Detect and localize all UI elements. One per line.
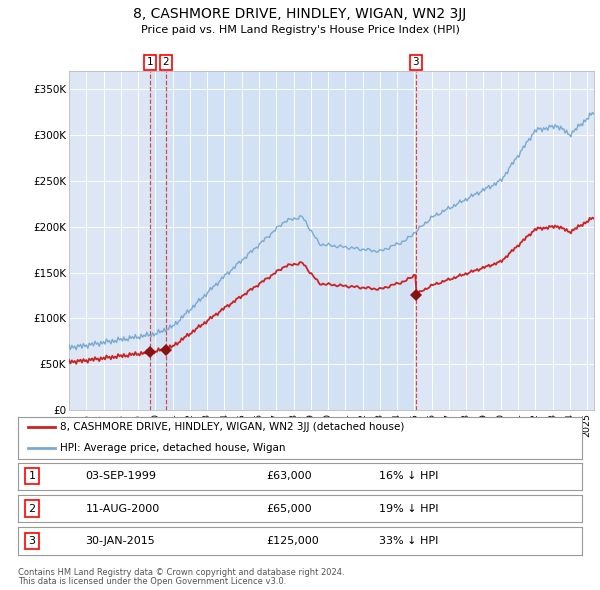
Text: 8, CASHMORE DRIVE, HINDLEY, WIGAN, WN2 3JJ: 8, CASHMORE DRIVE, HINDLEY, WIGAN, WN2 3…	[133, 7, 467, 21]
Text: 30-JAN-2015: 30-JAN-2015	[86, 536, 155, 546]
Text: Contains HM Land Registry data © Crown copyright and database right 2024.: Contains HM Land Registry data © Crown c…	[18, 568, 344, 576]
Text: 16% ↓ HPI: 16% ↓ HPI	[379, 471, 439, 481]
Text: 1: 1	[29, 471, 35, 481]
Text: £125,000: £125,000	[266, 536, 319, 546]
Text: 8, CASHMORE DRIVE, HINDLEY, WIGAN, WN2 3JJ (detached house): 8, CASHMORE DRIVE, HINDLEY, WIGAN, WN2 3…	[60, 422, 404, 432]
Text: 19% ↓ HPI: 19% ↓ HPI	[379, 504, 439, 513]
Text: 2: 2	[163, 57, 169, 67]
Text: 1: 1	[146, 57, 153, 67]
Bar	[149, 71, 416, 410]
Text: 2: 2	[29, 504, 35, 513]
Text: £65,000: £65,000	[266, 504, 312, 513]
Text: 03-SEP-1999: 03-SEP-1999	[86, 471, 157, 481]
Text: This data is licensed under the Open Government Licence v3.0.: This data is licensed under the Open Gov…	[18, 577, 286, 586]
Text: 33% ↓ HPI: 33% ↓ HPI	[379, 536, 439, 546]
Text: HPI: Average price, detached house, Wigan: HPI: Average price, detached house, Wiga…	[60, 444, 286, 453]
Text: 3: 3	[412, 57, 419, 67]
Text: £63,000: £63,000	[266, 471, 312, 481]
Text: 11-AUG-2000: 11-AUG-2000	[86, 504, 160, 513]
Text: Price paid vs. HM Land Registry's House Price Index (HPI): Price paid vs. HM Land Registry's House …	[140, 25, 460, 35]
Text: 3: 3	[29, 536, 35, 546]
